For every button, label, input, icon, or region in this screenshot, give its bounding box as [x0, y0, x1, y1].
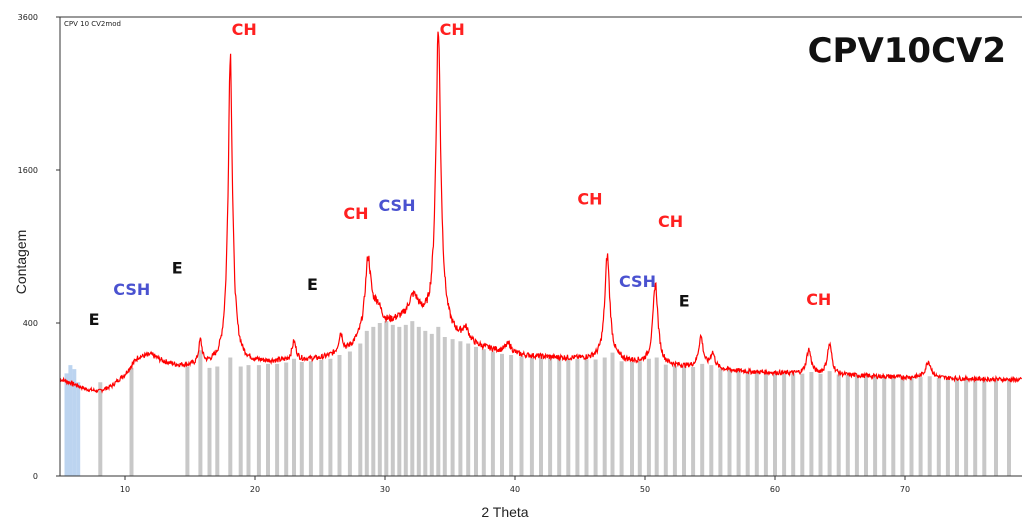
y-tick-label: 0 [33, 472, 38, 481]
peak-label: E [307, 275, 318, 294]
peak-label: CH [232, 20, 257, 39]
y-axis-title: Contagem [13, 230, 29, 295]
peak-label: CH [577, 189, 602, 208]
x-axis-title: 2 Theta [481, 504, 528, 520]
x-tick-label: 10 [120, 485, 130, 494]
peak-label: CSH [619, 272, 656, 291]
x-tick-label: 70 [900, 485, 910, 494]
peak-label: CH [658, 212, 683, 231]
peak-label: CH [806, 290, 831, 309]
peak-label: CSH [379, 196, 416, 215]
x-tick-label: 30 [380, 485, 390, 494]
peak-label: CH [343, 204, 368, 223]
x-tick-label: 20 [250, 485, 260, 494]
chart-title: CPV10CV2 [808, 31, 1006, 71]
reference-lines [64, 321, 1011, 476]
peak-annotations: CH CH CH CSH CH CH CSH CH CSH E E E E [89, 20, 832, 329]
sample-label: CPV 10 CV2mod [64, 20, 121, 28]
peak-label: E [679, 292, 690, 311]
x-tick-label: 40 [510, 485, 520, 494]
y-tick-label: 1600 [18, 166, 38, 175]
y-tick-label: 3600 [18, 13, 38, 22]
tick-marks: 0 400 1600 3600 10 20 30 40 50 60 70 [18, 13, 910, 494]
y-tick-label: 400 [23, 319, 38, 328]
x-tick-label: 50 [640, 485, 650, 494]
peak-label: E [89, 310, 100, 329]
peak-label: CSH [113, 280, 150, 299]
pattern-series [59, 31, 1022, 394]
peak-label: E [172, 259, 183, 278]
peak-label: CH [440, 20, 465, 39]
axes [59, 16, 1022, 477]
x-tick-label: 60 [770, 485, 780, 494]
xrd-curve [59, 31, 1022, 394]
